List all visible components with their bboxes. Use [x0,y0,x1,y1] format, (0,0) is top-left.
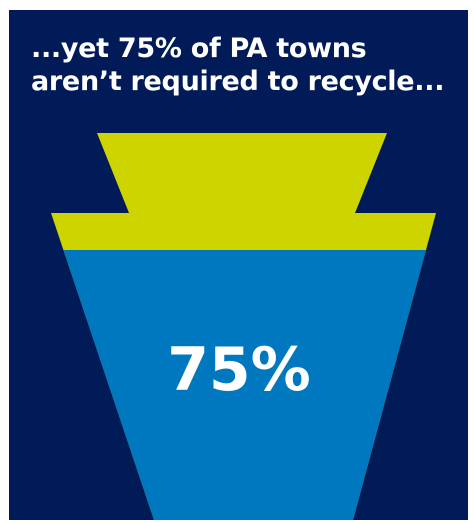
headline-line-2: aren’t required to recycle... [31,66,445,97]
infographic-panel: ...yet 75% of PA towns aren’t required t… [9,10,468,520]
headline: ...yet 75% of PA towns aren’t required t… [31,32,461,98]
percentage-label: 75% [167,335,311,405]
keystone-chart: 75% [51,133,436,520]
headline-line-1: ...yet 75% of PA towns [31,33,367,64]
